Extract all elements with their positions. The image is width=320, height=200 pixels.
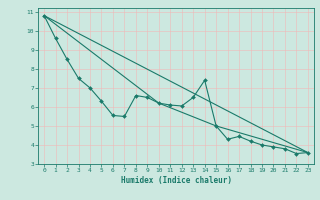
X-axis label: Humidex (Indice chaleur): Humidex (Indice chaleur) xyxy=(121,176,231,185)
